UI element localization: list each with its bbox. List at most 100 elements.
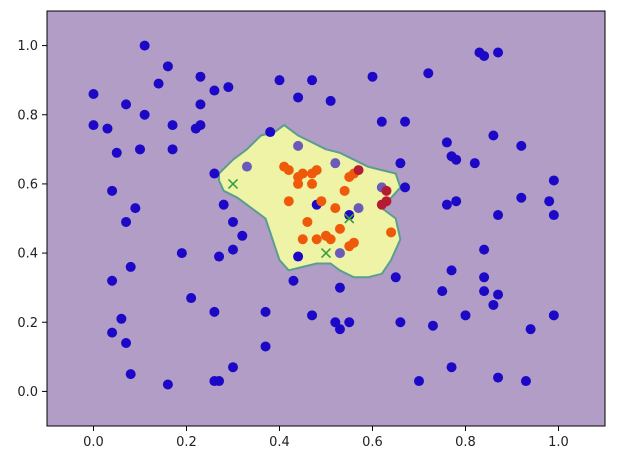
data-point xyxy=(265,127,276,138)
data-point xyxy=(488,299,499,310)
data-point xyxy=(479,50,490,61)
data-point xyxy=(218,199,229,210)
data-point xyxy=(302,216,313,227)
data-point xyxy=(311,165,322,176)
data-point xyxy=(516,192,527,203)
data-point xyxy=(241,161,252,172)
data-point xyxy=(135,144,145,155)
data-point xyxy=(548,210,559,221)
data-point xyxy=(353,165,364,176)
data-point xyxy=(334,223,345,234)
data-point xyxy=(493,47,504,58)
data-point xyxy=(116,313,127,324)
data-point xyxy=(297,234,308,245)
data-point xyxy=(395,158,406,169)
data-point xyxy=(176,248,187,259)
data-point xyxy=(353,203,364,214)
data-point xyxy=(167,144,178,155)
data-point xyxy=(107,185,118,196)
data-point xyxy=(386,227,397,238)
data-point xyxy=(493,289,504,300)
data-point xyxy=(195,71,206,82)
data-point xyxy=(139,40,150,51)
data-point xyxy=(195,99,206,110)
plot-area xyxy=(46,10,606,427)
data-point xyxy=(209,168,220,179)
data-point-x-marker xyxy=(344,213,355,224)
data-point xyxy=(283,165,294,176)
data-point xyxy=(307,178,318,189)
data-point xyxy=(88,89,99,99)
data-point xyxy=(493,372,504,383)
data-point xyxy=(125,261,136,272)
data-point xyxy=(121,338,132,348)
data-point xyxy=(316,196,327,207)
data-point xyxy=(414,376,424,387)
data-point xyxy=(214,376,225,387)
data-point xyxy=(297,168,308,179)
data-point xyxy=(344,317,355,328)
data-point xyxy=(548,175,559,186)
y-tick-label: 0.6 xyxy=(17,177,38,192)
x-tick-label: 0.8 xyxy=(455,435,476,450)
data-point xyxy=(451,196,462,207)
data-point xyxy=(334,248,345,259)
data-point xyxy=(400,182,411,193)
data-point xyxy=(237,230,248,241)
data-point xyxy=(107,275,118,286)
y-tick-label: 1.0 xyxy=(17,39,38,54)
x-tick-label: 0.0 xyxy=(83,435,104,450)
data-point xyxy=(395,317,406,328)
data-point xyxy=(548,310,559,321)
data-point xyxy=(162,379,173,390)
data-point xyxy=(111,147,122,158)
data-point xyxy=(288,275,299,286)
data-point xyxy=(441,199,452,210)
data-point xyxy=(325,95,336,106)
data-point xyxy=(209,306,220,317)
data-point xyxy=(334,324,345,335)
data-point xyxy=(121,216,132,227)
data-point xyxy=(88,120,99,131)
x-tick-label: 0.4 xyxy=(269,435,290,450)
data-point xyxy=(479,286,490,297)
data-point xyxy=(293,140,304,151)
data-point xyxy=(376,116,387,127)
data-point xyxy=(367,71,378,82)
data-point xyxy=(437,286,448,297)
x-tick-label: 0.6 xyxy=(362,435,383,450)
plot-frame xyxy=(46,10,606,427)
data-point xyxy=(153,78,164,89)
data-point xyxy=(293,92,304,103)
data-point xyxy=(441,137,452,148)
data-point xyxy=(488,130,499,141)
data-point xyxy=(325,234,336,245)
data-point xyxy=(307,310,318,321)
data-point xyxy=(186,293,197,304)
data-point xyxy=(260,341,271,352)
data-point xyxy=(107,327,118,338)
data-point xyxy=(228,216,238,227)
data-point xyxy=(451,154,462,165)
y-tick-label: 0.8 xyxy=(17,108,38,123)
x-tick-label: 0.2 xyxy=(176,435,197,450)
data-point xyxy=(344,210,355,221)
data-point xyxy=(130,203,141,214)
data-point xyxy=(293,251,304,262)
data-point xyxy=(544,196,555,207)
data-point xyxy=(311,234,322,245)
data-point xyxy=(446,265,457,276)
data-point xyxy=(493,210,504,221)
data-point xyxy=(381,185,392,196)
data-point xyxy=(427,320,438,331)
y-axis: 0.0 0.2 0.4 0.6 0.8 1.0 xyxy=(17,39,47,400)
data-point xyxy=(228,244,238,255)
data-point xyxy=(260,306,271,317)
data-point xyxy=(214,251,225,262)
data-point xyxy=(400,116,411,127)
data-point-x-marker xyxy=(227,178,239,189)
data-point xyxy=(460,310,471,321)
data-point xyxy=(162,61,173,72)
data-point xyxy=(348,237,359,248)
data-point xyxy=(121,99,132,110)
